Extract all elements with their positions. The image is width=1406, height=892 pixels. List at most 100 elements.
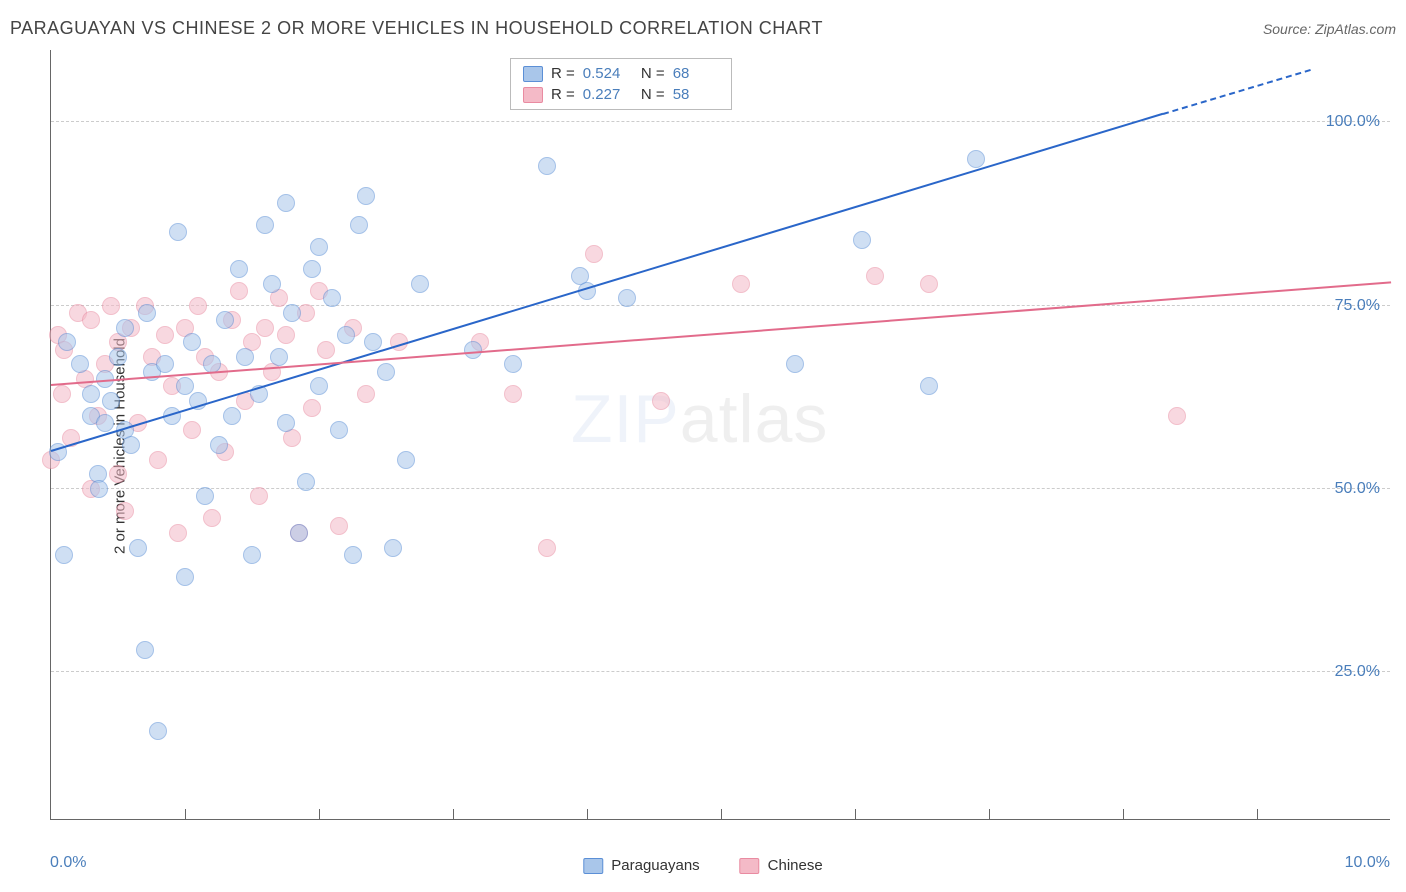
scatter-point-paraguayan (377, 363, 395, 381)
x-axis-max-label: 10.0% (1345, 854, 1390, 872)
scatter-point-paraguayan (136, 641, 154, 659)
scatter-point-paraguayan (504, 355, 522, 373)
scatter-point-paraguayan (236, 348, 254, 366)
legend-label: Chinese (768, 857, 823, 874)
scatter-point-paraguayan (357, 187, 375, 205)
watermark: ZIPatlas (571, 380, 828, 458)
scatter-point-paraguayan (303, 260, 321, 278)
scatter-point-paraguayan (210, 436, 228, 454)
scatter-point-paraguayan (58, 333, 76, 351)
scatter-point-chinese (504, 385, 522, 403)
scatter-point-paraguayan (310, 238, 328, 256)
scatter-point-paraguayan (55, 546, 73, 564)
scatter-point-chinese (652, 392, 670, 410)
n-value: 58 (673, 86, 719, 103)
scatter-point-chinese (183, 421, 201, 439)
scatter-point-paraguayan (853, 231, 871, 249)
legend-swatch-icon (523, 87, 543, 103)
scatter-point-paraguayan (169, 223, 187, 241)
scatter-point-paraguayan (786, 355, 804, 373)
x-tick (453, 809, 454, 819)
legend-item-paraguayans: Paraguayans (583, 857, 699, 874)
x-tick (185, 809, 186, 819)
trendline-paraguayan (51, 113, 1164, 452)
scatter-point-chinese (317, 341, 335, 359)
scatter-point-paraguayan (183, 333, 201, 351)
scatter-point-paraguayan (920, 377, 938, 395)
scatter-point-chinese (109, 465, 127, 483)
scatter-point-paraguayan (149, 722, 167, 740)
legend-item-chinese: Chinese (740, 857, 823, 874)
scatter-point-chinese (102, 297, 120, 315)
scatter-point-paraguayan (384, 539, 402, 557)
n-label: N = (637, 86, 665, 103)
scatter-point-paraguayan (397, 451, 415, 469)
scatter-point-chinese (538, 539, 556, 557)
scatter-point-paraguayan (90, 480, 108, 498)
gridline (51, 121, 1390, 122)
scatter-point-paraguayan (129, 539, 147, 557)
scatter-point-paraguayan (156, 355, 174, 373)
scatter-point-paraguayan (297, 473, 315, 491)
scatter-point-paraguayan (71, 355, 89, 373)
scatter-point-paraguayan (277, 414, 295, 432)
y-tick-label: 100.0% (1326, 113, 1380, 131)
r-value: 0.227 (583, 86, 629, 103)
x-tick (1257, 809, 1258, 819)
chart-header: PARAGUAYAN VS CHINESE 2 OR MORE VEHICLES… (10, 18, 1396, 39)
scatter-point-paraguayan (176, 377, 194, 395)
scatter-point-paraguayan (138, 304, 156, 322)
scatter-point-chinese (585, 245, 603, 263)
scatter-point-paraguayan (310, 377, 328, 395)
scatter-point-paraguayan (337, 326, 355, 344)
y-tick-label: 25.0% (1335, 663, 1380, 681)
scatter-point-paraguayan (122, 436, 140, 454)
series-legend: Paraguayans Chinese (583, 857, 822, 874)
scatter-point-paraguayan (116, 319, 134, 337)
scatter-point-paraguayan (344, 546, 362, 564)
gridline (51, 671, 1390, 672)
scatter-point-chinese (250, 487, 268, 505)
scatter-point-paraguayan (330, 421, 348, 439)
x-tick (721, 809, 722, 819)
x-tick (587, 809, 588, 819)
scatter-point-chinese (230, 282, 248, 300)
scatter-point-paraguayan (256, 216, 274, 234)
scatter-point-chinese (53, 385, 71, 403)
x-tick (989, 809, 990, 819)
scatter-point-chinese (82, 311, 100, 329)
r-label: R = (551, 86, 575, 103)
scatter-point-paraguayan (243, 546, 261, 564)
stats-row-paraguayan: R =0.524 N =68 (519, 63, 723, 84)
scatter-point-chinese (189, 297, 207, 315)
scatter-point-chinese (169, 524, 187, 542)
y-tick-label: 75.0% (1335, 297, 1380, 315)
trendline-paraguayan-extrap (1163, 69, 1311, 115)
y-tick-label: 50.0% (1335, 480, 1380, 498)
scatter-point-paraguayan (618, 289, 636, 307)
scatter-point-paraguayan (230, 260, 248, 278)
stats-row-chinese: R = 0.227 N = 58 (519, 84, 723, 105)
scatter-point-paraguayan (102, 392, 120, 410)
scatter-point-paraguayan (967, 150, 985, 168)
scatter-point-paraguayan (290, 524, 308, 542)
scatter-point-paraguayan (216, 311, 234, 329)
scatter-point-chinese (277, 326, 295, 344)
scatter-point-chinese (149, 451, 167, 469)
r-label: R = (551, 65, 575, 82)
scatter-point-chinese (116, 502, 134, 520)
x-tick (855, 809, 856, 819)
scatter-point-chinese (357, 385, 375, 403)
plot-area: ZIPatlas 25.0% 50.0% 75.0% 100.0% (50, 50, 1390, 820)
scatter-point-chinese (866, 267, 884, 285)
scatter-point-paraguayan (196, 487, 214, 505)
legend-label: Paraguayans (611, 857, 699, 874)
scatter-point-paraguayan (350, 216, 368, 234)
gridline (51, 305, 1390, 306)
n-value: 68 (673, 65, 719, 82)
stats-legend: R =0.524 N =68R =0.227 N =58 (510, 58, 732, 110)
scatter-point-paraguayan (263, 275, 281, 293)
scatter-point-paraguayan (538, 157, 556, 175)
x-tick (1123, 809, 1124, 819)
scatter-point-chinese (920, 275, 938, 293)
